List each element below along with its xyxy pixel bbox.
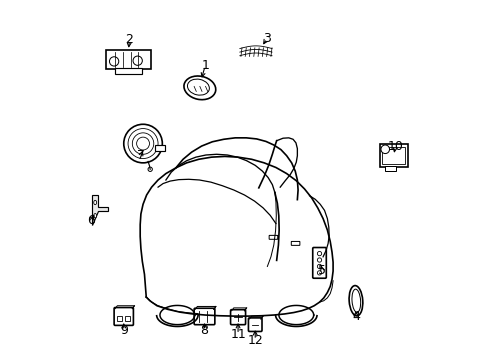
Text: 10: 10 bbox=[386, 140, 403, 153]
Ellipse shape bbox=[183, 76, 215, 100]
Text: 6: 6 bbox=[87, 213, 95, 226]
Circle shape bbox=[317, 251, 321, 256]
Ellipse shape bbox=[94, 213, 97, 218]
Text: 2: 2 bbox=[125, 33, 133, 46]
Text: 11: 11 bbox=[230, 328, 245, 341]
Text: 9: 9 bbox=[120, 324, 127, 337]
Ellipse shape bbox=[351, 289, 360, 312]
FancyBboxPatch shape bbox=[312, 248, 325, 278]
Text: 5: 5 bbox=[318, 264, 325, 276]
FancyBboxPatch shape bbox=[194, 308, 214, 325]
FancyBboxPatch shape bbox=[248, 318, 262, 332]
FancyBboxPatch shape bbox=[114, 307, 133, 325]
FancyBboxPatch shape bbox=[268, 235, 277, 239]
FancyBboxPatch shape bbox=[291, 242, 299, 246]
Text: 12: 12 bbox=[247, 333, 263, 347]
FancyBboxPatch shape bbox=[230, 310, 245, 325]
Circle shape bbox=[132, 133, 153, 154]
Bar bbox=[106, 50, 150, 68]
Ellipse shape bbox=[94, 201, 97, 204]
Circle shape bbox=[109, 57, 119, 66]
Ellipse shape bbox=[187, 79, 209, 95]
Text: 7: 7 bbox=[137, 149, 144, 162]
Bar bbox=[125, 316, 130, 321]
Bar bbox=[115, 68, 142, 73]
Bar bbox=[117, 316, 122, 321]
Text: 1: 1 bbox=[201, 59, 209, 72]
Circle shape bbox=[123, 124, 162, 163]
Polygon shape bbox=[92, 195, 107, 225]
Text: 4: 4 bbox=[351, 310, 359, 323]
Circle shape bbox=[317, 264, 321, 269]
Circle shape bbox=[133, 56, 142, 65]
Circle shape bbox=[317, 258, 321, 262]
Ellipse shape bbox=[348, 285, 362, 316]
Circle shape bbox=[128, 129, 158, 158]
Circle shape bbox=[148, 167, 152, 171]
Bar bbox=[382, 147, 405, 164]
Bar bbox=[385, 166, 395, 171]
Bar bbox=[379, 144, 407, 167]
Circle shape bbox=[136, 137, 149, 150]
Circle shape bbox=[317, 271, 321, 275]
Text: 3: 3 bbox=[262, 32, 270, 45]
Circle shape bbox=[380, 145, 389, 154]
Bar bbox=[155, 145, 165, 152]
Text: 8: 8 bbox=[200, 324, 208, 337]
